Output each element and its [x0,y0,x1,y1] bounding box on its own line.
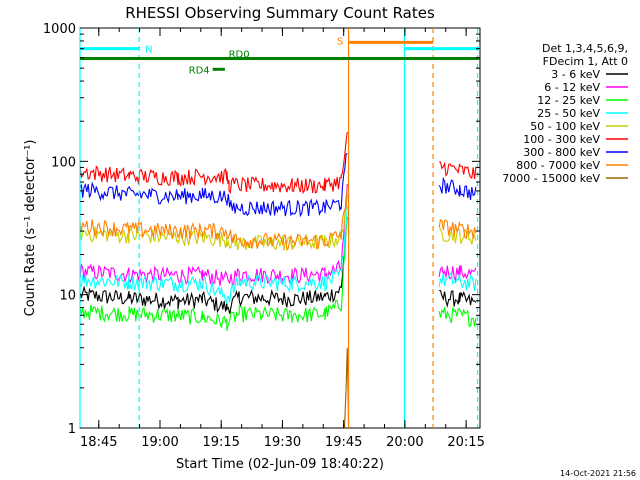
legend-label-0: 3 - 6 keV [551,68,600,81]
y-tick-label-0: 1 [68,422,76,437]
footer-date: 14-Oct-2021 21:56 [560,469,636,478]
legend-label-2: 12 - 25 keV [537,94,600,107]
series-line-2 [79,216,477,332]
legend-label-3: 25 - 50 keV [537,107,600,120]
series-line-0 [79,217,477,314]
legend-label-4: 50 - 100 keV [530,120,600,133]
y-tick-label-1: 10 [59,289,76,304]
legend-label-1: 6 - 12 keV [544,81,600,94]
marker-label-3: RD0 [229,50,250,61]
series-line-6 [79,152,477,218]
x-tick-label-4: 19:45 [325,435,362,450]
legend-label-6: 300 - 800 keV [523,146,600,159]
y-tick-label-3: 1000 [43,22,76,37]
x-tick-label-0: 18:45 [80,435,117,450]
x-axis-label: Start Time (02-Jun-09 18:40:22) [176,457,384,472]
x-tick-label-2: 19:15 [202,435,239,450]
legend-header-1: FDecim 1, Att 0 [543,55,628,68]
y-tick-label-2: 100 [51,155,76,170]
legend-header-0: Det 1,3,4,5,6,9, [542,42,628,55]
marker-label-2: S [337,36,343,47]
legend-label-7: 800 - 7000 keV [516,159,600,172]
chart-title: RHESSI Observing Summary Count Rates [125,4,435,22]
series-line-3 [79,205,477,304]
y-axis-label: Count Rate (s⁻¹ detector⁻¹) [23,140,38,317]
marker-label-4: RD4 [189,65,210,76]
x-tick-label-5: 20:00 [386,435,423,450]
x-tick-label-3: 19:30 [264,435,301,450]
plot-border [79,27,481,429]
legend-label-5: 100 - 300 keV [523,133,600,146]
series-line-1 [79,183,477,286]
x-tick-label-1: 19:00 [141,435,178,450]
legend-label-8: 7000 - 15000 keV [502,172,600,185]
x-tick-label-6: 20:15 [447,435,484,450]
marker-label-0: N [145,45,152,56]
series-line-7 [79,194,477,252]
series-line-5 [79,131,477,195]
